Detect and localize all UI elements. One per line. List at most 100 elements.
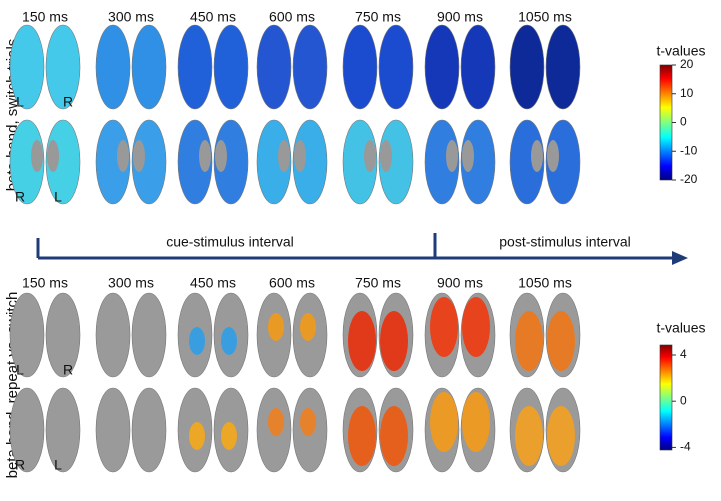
activation [221, 422, 237, 450]
interval-label: cue-stimulus interval [166, 234, 294, 250]
brain [256, 24, 328, 110]
hemisphere [9, 24, 45, 110]
interval-label: post-stimulus interval [499, 234, 631, 250]
hemisphere [292, 24, 328, 110]
brain [177, 119, 249, 205]
hemisphere [131, 292, 167, 378]
midline [364, 140, 376, 172]
hemisphere [45, 292, 81, 378]
brain [256, 292, 328, 378]
colorbar-tick-label: 10 [680, 86, 694, 100]
orientation-label: R [15, 457, 25, 473]
midline [294, 140, 306, 172]
arrow-head [672, 251, 688, 265]
time-label: 300 ms [108, 275, 154, 291]
brain [9, 292, 81, 378]
brain [424, 292, 496, 378]
brain [424, 119, 496, 205]
hemisphere [9, 387, 45, 473]
midline [547, 140, 559, 172]
activation [430, 392, 458, 452]
hemisphere [45, 387, 81, 473]
time-label: 1050 ms [518, 275, 572, 291]
colorbar [659, 64, 673, 181]
hemisphere [95, 292, 131, 378]
hemisphere [424, 24, 460, 110]
time-label: 600 ms [269, 9, 315, 25]
brain [509, 387, 581, 473]
midline [133, 140, 145, 172]
activation [348, 406, 376, 466]
midline [278, 140, 290, 172]
hemisphere [213, 24, 249, 110]
brain [95, 387, 167, 473]
brain [9, 24, 81, 110]
activation [547, 311, 575, 371]
orientation-label: R [63, 362, 73, 378]
colorbar-tick-label: 0 [680, 115, 687, 129]
activation [300, 313, 316, 341]
orientation-label: L [16, 94, 24, 110]
activation [462, 297, 490, 357]
midline [199, 140, 211, 172]
orientation-label: L [54, 457, 62, 473]
brain [424, 387, 496, 473]
hemisphere [509, 24, 545, 110]
hemisphere [545, 24, 581, 110]
hemisphere [131, 387, 167, 473]
colorbar-tick-label: -20 [680, 172, 698, 186]
brain [509, 24, 581, 110]
colorbar-tick-label: 20 [680, 57, 694, 71]
brain [342, 119, 414, 205]
brain [177, 24, 249, 110]
colorbar-tick-label: 4 [680, 347, 687, 361]
brain [95, 292, 167, 378]
midline [117, 140, 129, 172]
colorbar-tick-label: 0 [680, 393, 687, 407]
brain [177, 292, 249, 378]
brain [256, 387, 328, 473]
activation [300, 408, 316, 436]
time-label: 750 ms [355, 9, 401, 25]
midline [31, 140, 43, 172]
hemisphere [460, 24, 496, 110]
hemisphere [342, 24, 378, 110]
hemisphere [95, 24, 131, 110]
colorbar-tick-label: -4 [680, 440, 691, 454]
time-label: 450 ms [190, 9, 236, 25]
hemisphere [9, 292, 45, 378]
activation [268, 313, 284, 341]
brain [95, 119, 167, 205]
hemisphere [95, 387, 131, 473]
activation [221, 327, 237, 355]
time-label: 600 ms [269, 275, 315, 291]
hemisphere [256, 24, 292, 110]
brain [9, 387, 81, 473]
time-label: 900 ms [437, 275, 483, 291]
brain [424, 24, 496, 110]
time-label: 150 ms [22, 9, 68, 25]
activation [515, 311, 543, 371]
hemisphere [177, 24, 213, 110]
time-label: 1050 ms [518, 9, 572, 25]
brain [177, 387, 249, 473]
hemisphere [378, 24, 414, 110]
time-label: 150 ms [22, 275, 68, 291]
activation [380, 406, 408, 466]
midline [215, 140, 227, 172]
time-label: 900 ms [437, 9, 483, 25]
midline [446, 140, 458, 172]
midline [47, 140, 59, 172]
orientation-label: R [63, 94, 73, 110]
orientation-label: L [54, 189, 62, 205]
brain [509, 119, 581, 205]
midline [380, 140, 392, 172]
colorbar-tick-label: -10 [680, 143, 698, 157]
activation [462, 392, 490, 452]
colorbar [659, 344, 673, 451]
brain [256, 119, 328, 205]
time-label: 450 ms [190, 275, 236, 291]
time-label: 750 ms [355, 275, 401, 291]
activation [268, 408, 284, 436]
